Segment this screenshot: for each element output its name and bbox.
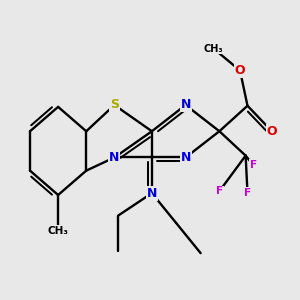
Text: F: F — [250, 160, 257, 170]
Text: N: N — [180, 151, 191, 164]
Text: N: N — [109, 151, 120, 164]
Text: O: O — [235, 64, 245, 77]
Text: CH₃: CH₃ — [48, 226, 69, 236]
Text: O: O — [267, 125, 277, 138]
Text: CH₃: CH₃ — [204, 44, 224, 54]
Text: N: N — [147, 187, 157, 200]
Text: N: N — [180, 98, 191, 112]
Text: F: F — [244, 188, 251, 198]
Text: F: F — [216, 186, 223, 196]
Text: S: S — [110, 98, 119, 112]
